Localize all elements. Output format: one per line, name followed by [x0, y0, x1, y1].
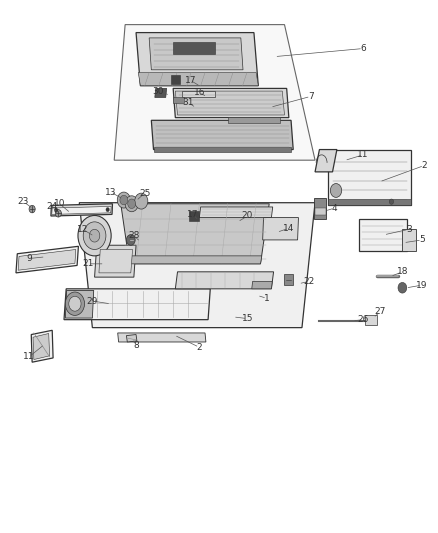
Text: 13: 13: [105, 188, 117, 197]
Polygon shape: [138, 72, 258, 86]
Text: 7: 7: [308, 92, 314, 101]
Polygon shape: [175, 272, 274, 289]
Circle shape: [127, 235, 135, 245]
Polygon shape: [118, 333, 206, 342]
Text: 16: 16: [194, 87, 205, 96]
Bar: [328, 199, 411, 205]
Polygon shape: [99, 249, 133, 273]
Circle shape: [389, 199, 394, 204]
Text: 31: 31: [183, 98, 194, 107]
Text: 10: 10: [54, 199, 65, 208]
Text: 3: 3: [406, 225, 412, 234]
Bar: [403, 229, 417, 251]
Text: 18: 18: [397, 268, 408, 276]
Polygon shape: [16, 246, 78, 273]
Bar: [173, 42, 215, 54]
Polygon shape: [130, 256, 262, 264]
Text: 22: 22: [303, 277, 314, 286]
Polygon shape: [155, 88, 166, 98]
Bar: [153, 147, 291, 152]
Circle shape: [106, 207, 110, 212]
Polygon shape: [64, 289, 210, 320]
Text: 1: 1: [264, 294, 270, 303]
Circle shape: [330, 183, 342, 197]
Text: 17: 17: [187, 210, 198, 219]
Circle shape: [69, 296, 81, 311]
Text: 30: 30: [152, 86, 164, 95]
Polygon shape: [114, 25, 315, 160]
Polygon shape: [95, 245, 136, 277]
Text: 23: 23: [18, 197, 29, 206]
Text: 25: 25: [139, 189, 151, 198]
Text: 11: 11: [357, 150, 369, 159]
Text: 9: 9: [26, 254, 32, 263]
Text: 21: 21: [82, 260, 94, 268]
Polygon shape: [328, 150, 411, 205]
Text: 26: 26: [357, 315, 369, 324]
Bar: [228, 117, 280, 123]
Polygon shape: [315, 150, 337, 172]
Text: 15: 15: [242, 314, 253, 323]
Text: 28: 28: [128, 231, 140, 240]
Polygon shape: [252, 281, 272, 289]
Bar: [285, 274, 293, 285]
Polygon shape: [51, 204, 113, 216]
Polygon shape: [121, 204, 269, 264]
Text: 20: 20: [242, 212, 253, 221]
Bar: [365, 316, 378, 325]
Circle shape: [135, 193, 148, 209]
Polygon shape: [79, 203, 315, 328]
Text: 24: 24: [46, 203, 58, 212]
Polygon shape: [182, 91, 215, 98]
Polygon shape: [359, 219, 407, 251]
Polygon shape: [31, 330, 53, 362]
Polygon shape: [263, 217, 298, 240]
Circle shape: [125, 196, 138, 212]
Polygon shape: [65, 290, 94, 318]
Circle shape: [89, 229, 100, 242]
Text: 14: 14: [283, 224, 294, 233]
Circle shape: [65, 292, 85, 316]
Bar: [171, 75, 180, 84]
Text: 5: 5: [419, 236, 425, 245]
Polygon shape: [151, 120, 293, 150]
Polygon shape: [175, 91, 285, 115]
Circle shape: [117, 192, 131, 208]
Text: 11: 11: [23, 352, 35, 361]
Text: 27: 27: [375, 307, 386, 316]
Circle shape: [120, 195, 128, 205]
Circle shape: [128, 199, 136, 208]
Bar: [189, 211, 199, 221]
Polygon shape: [149, 38, 243, 70]
Circle shape: [29, 205, 35, 213]
Circle shape: [398, 282, 407, 293]
Circle shape: [78, 215, 111, 256]
Polygon shape: [18, 249, 76, 270]
Text: 4: 4: [332, 204, 338, 213]
Text: 17: 17: [185, 76, 196, 85]
Text: 8: 8: [133, 341, 139, 350]
Text: 12: 12: [77, 225, 88, 234]
Text: 19: 19: [416, 280, 428, 289]
Polygon shape: [173, 88, 289, 118]
Bar: [315, 208, 325, 215]
Polygon shape: [136, 33, 258, 86]
Text: 29: 29: [87, 296, 98, 305]
Text: 6: 6: [360, 44, 366, 53]
Circle shape: [83, 222, 106, 249]
Polygon shape: [127, 335, 137, 342]
Polygon shape: [199, 207, 273, 217]
Polygon shape: [33, 334, 49, 360]
Text: 2: 2: [197, 343, 202, 352]
Circle shape: [55, 209, 61, 217]
Text: 2: 2: [421, 161, 427, 170]
Polygon shape: [52, 206, 111, 214]
Bar: [314, 198, 326, 219]
Polygon shape: [173, 98, 184, 103]
Circle shape: [54, 208, 58, 212]
